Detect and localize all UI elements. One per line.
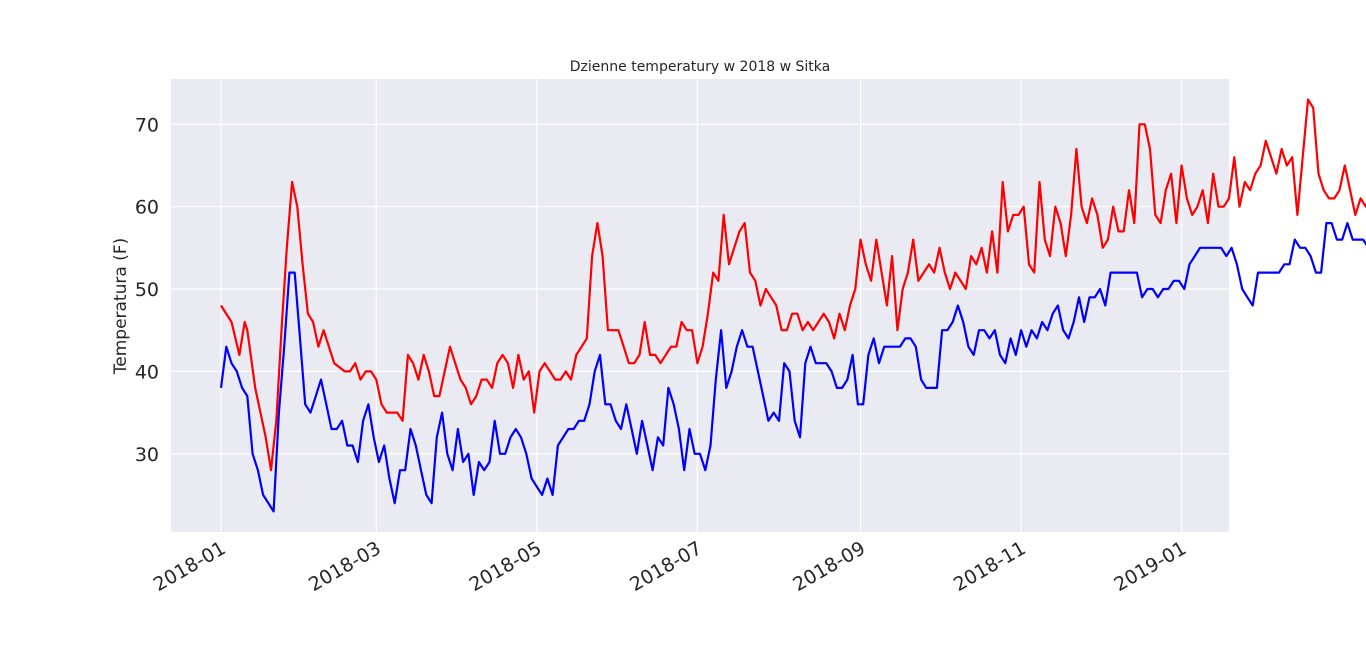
series-lines <box>219 98 1366 513</box>
x-tick-label: 2018-01 <box>150 537 230 596</box>
x-tick-label: 2018-05 <box>466 537 546 596</box>
x-tick-label: 2018-07 <box>626 537 706 596</box>
y-tick-label: 60 <box>135 197 159 219</box>
y-tick-label: 50 <box>135 279 159 301</box>
y-tick-label: 30 <box>135 444 159 466</box>
y-axis-label: Temperatura (F) <box>111 238 131 375</box>
series-line-blue <box>219 222 1366 513</box>
x-tick-labels: 2018-01 2018-03 2018-05 2018-07 2018-09 2018-… <box>150 537 1190 596</box>
x-tick-label: 2019-01 <box>1110 537 1190 596</box>
plot-background <box>171 79 1229 532</box>
x-tick-label: 2018-11 <box>950 537 1030 596</box>
x-tick-label: 2018-03 <box>305 537 385 596</box>
y-tick-label: 70 <box>135 114 159 136</box>
y-tick-label: 40 <box>135 361 159 383</box>
x-tick-label: 2018-09 <box>789 537 869 596</box>
y-tick-labels: 30 40 50 60 70 <box>135 114 159 465</box>
series-line-red <box>220 98 1366 472</box>
chart-title: Dzienne temperatury w 2018 w Sitka <box>570 59 830 75</box>
